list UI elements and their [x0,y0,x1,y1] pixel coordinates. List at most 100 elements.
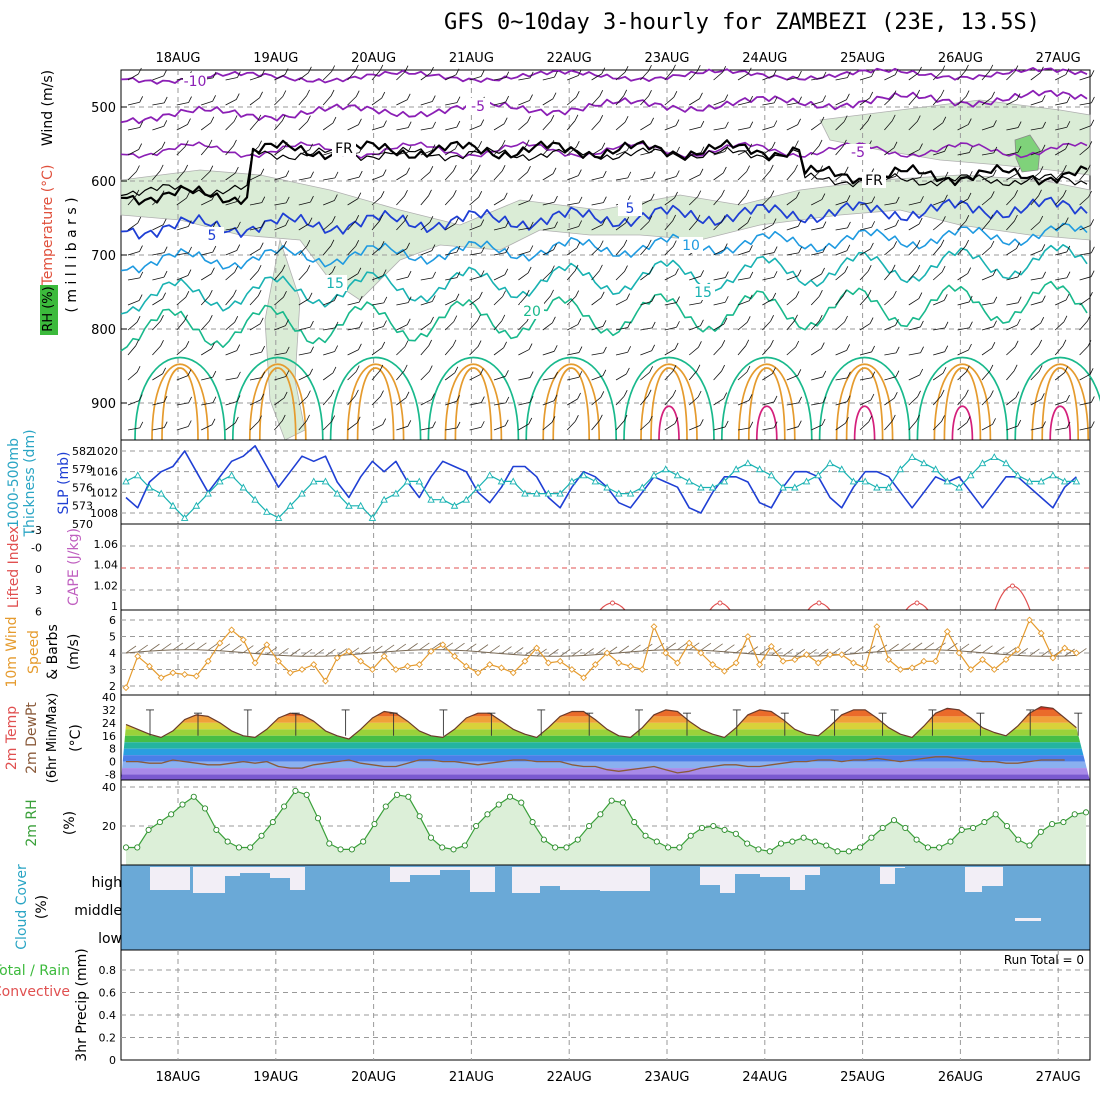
wind-barb-flag [992,418,996,425]
wind-barb [615,420,625,431]
wind-barb-flag [575,140,580,148]
wind-barb-flag [700,146,705,153]
wind-barb-flag [1041,144,1046,151]
wind-barb [591,148,603,156]
rh-point [902,824,909,832]
wind-barb-flag [428,365,433,372]
wind-speed-point [357,657,365,665]
wind-barb-flag [139,96,144,103]
rh-point [168,811,175,818]
wind-barb [664,274,676,281]
surface-barb [360,646,371,655]
wind-barb [298,396,308,406]
wind-barb-flag [847,371,851,379]
surface-barb [970,644,982,653]
thickness-point [767,471,776,479]
y-axis-labels: Wind (m/s)Temperature (°C)RH (%)( m i l … [0,70,90,1062]
wind-barb [664,348,676,356]
thickness-slp-lines [122,444,1081,521]
wind-barb-flag [233,139,237,147]
dewpt-line [126,756,1065,774]
ylabel-cloud-cover: Cloud Cover [14,864,30,950]
wind-speed-point [544,659,552,667]
wind-barb-flag [674,342,679,350]
ylabel-lifted: Lifted Index [6,526,22,608]
wind-barb-flag [261,371,266,378]
wind-barb-flag [333,194,338,201]
wind-barb [762,252,775,256]
wind-barb [1006,195,1015,206]
rh-point [1060,819,1067,826]
wind-barb [737,399,750,406]
wind-barb [932,245,942,256]
wind-barb [908,201,921,206]
wind-barb-flag [893,141,898,148]
contour-diurnal-loop [346,363,405,441]
date-label-bottom: 25AUG [840,1070,885,1085]
wind-barb-flag [237,371,241,379]
surface-barb [1064,648,1075,657]
wind-barb-flag [184,314,188,321]
wind-barb-flag [1091,96,1095,104]
wind-barb-flag [1065,68,1070,75]
wind-barb-flag [259,242,264,249]
wind-speed-point [169,669,177,677]
wind-barb-flag [359,321,363,328]
cloud-cell [440,867,470,870]
wind-speed-point [310,661,318,668]
contour-diurnal-loop [444,363,503,441]
wind-barb-flag [355,64,359,72]
wind-barb [420,171,431,181]
wind-barb-flag [505,95,509,103]
wind-barb-flag [211,193,216,200]
wind-barb [859,421,870,431]
wind-barb-flag [403,364,408,372]
wind-barb [884,147,895,156]
contour-label-bg [183,73,207,89]
wind-barb-flag [842,289,847,296]
wind-barb [566,120,576,131]
wind-barb-flag [529,194,533,201]
wind-speed-point [451,652,458,660]
wind-barb [1055,126,1067,131]
temp-band [121,735,1090,743]
wind-barb-flag [188,396,192,404]
wind-barb-flag [944,145,948,152]
wind-barb [1054,345,1064,356]
thickness-point [732,465,740,473]
rh-point [1026,842,1033,849]
wind-speed-point [474,669,482,677]
wind-barb [396,195,405,206]
contour-label: -5 [471,99,485,115]
wind-barb-flag [187,118,191,125]
thickness-point [814,471,823,479]
wind-barb [1055,251,1067,256]
wind-barb-flag [843,139,847,147]
wind-barb [127,345,137,356]
surface-barb [724,644,735,653]
wind-speed-point [322,677,329,685]
thickness-point [861,477,869,485]
wind-barb [469,252,482,256]
rh-point [190,793,197,800]
wind-barb [249,120,259,131]
wind-barb-flag [723,243,728,250]
wind-barb [664,96,675,106]
wind-barb-flag [697,390,702,398]
wind-barb-flag [283,141,288,149]
wind-barb [981,274,994,281]
cloud-cell [410,867,440,875]
wind-barb [835,227,848,231]
wind-barb-flag [724,145,729,152]
wind-barb-flag [283,290,287,298]
rh-point [755,846,762,853]
wind-barb-flag [1016,318,1021,326]
wind-barb-flag [235,93,240,100]
wind-barb [298,420,307,431]
wind-barb-flag [383,296,388,304]
wind-barb [689,152,702,156]
wind-barb [518,401,531,406]
wind-barb-flag [919,143,923,150]
wind-barb-flag [310,320,314,328]
